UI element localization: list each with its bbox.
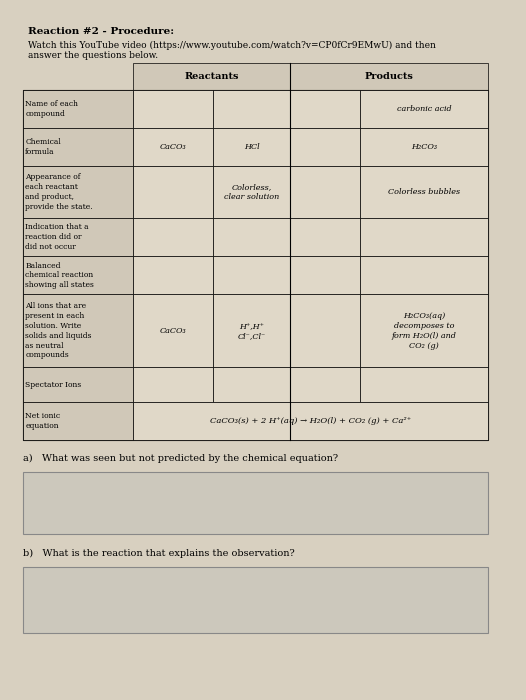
Text: H₂CO₃(aq)
decomposes to
form H₂O(l) and
CO₂ (g): H₂CO₃(aq) decomposes to form H₂O(l) and … [391, 312, 457, 349]
Text: a)   What was seen but not predicted by the chemical equation?: a) What was seen but not predicted by th… [23, 454, 338, 463]
Bar [23, 472, 488, 534]
Text: b)   What is the reaction that explains the observation?: b) What is the reaction that explains th… [23, 550, 295, 559]
Bar [23, 128, 133, 166]
Bar [133, 368, 213, 402]
Text: H⁺,H⁺
Cl⁻,Cl⁻: H⁺,H⁺ Cl⁻,Cl⁻ [237, 322, 266, 340]
Bar [133, 63, 290, 90]
Text: H₂CO₃: H₂CO₃ [411, 143, 437, 151]
Text: Colorless,
clear solution: Colorless, clear solution [224, 183, 279, 201]
Bar [23, 90, 488, 440]
Bar [133, 128, 213, 166]
Text: carbonic acid: carbonic acid [397, 105, 451, 113]
Text: Reaction #2 - Procedure:: Reaction #2 - Procedure: [28, 27, 174, 36]
Bar [133, 295, 213, 368]
Bar [23, 90, 133, 128]
Bar [360, 166, 488, 218]
Bar [213, 90, 290, 128]
Bar [133, 256, 213, 295]
Bar [213, 295, 290, 368]
Bar [213, 368, 290, 402]
Bar [290, 166, 360, 218]
Bar [360, 218, 488, 256]
Text: CaCO₃: CaCO₃ [159, 143, 186, 151]
Text: HCl: HCl [244, 143, 259, 151]
Text: Balanced
chemical reaction
showing all states: Balanced chemical reaction showing all s… [25, 262, 94, 289]
Bar [133, 218, 213, 256]
Bar [23, 166, 133, 218]
Text: CaCO₃(s) + 2 H⁺(aq) → H₂O(l) + CO₂ (g) + Ca²⁺: CaCO₃(s) + 2 H⁺(aq) → H₂O(l) + CO₂ (g) +… [210, 417, 411, 425]
Bar [360, 256, 488, 295]
Bar [23, 295, 133, 368]
Bar [213, 218, 290, 256]
Bar [360, 368, 488, 402]
Text: Products: Products [365, 72, 413, 81]
Bar [290, 128, 360, 166]
Text: Colorless bubbles: Colorless bubbles [388, 188, 460, 196]
Bar [23, 567, 488, 633]
Text: Appearance of
each reactant
and product,
provide the state.: Appearance of each reactant and product,… [25, 174, 93, 211]
Bar [213, 166, 290, 218]
Bar [133, 402, 488, 440]
Text: Name of each
compound: Name of each compound [25, 100, 78, 118]
Bar [23, 368, 133, 402]
Text: Chemical
formula: Chemical formula [25, 138, 61, 156]
Text: Watch this YouTube video (https://www.youtube.com/watch?v=CP0fCr9EMwU) and then
: Watch this YouTube video (https://www.yo… [28, 41, 436, 60]
Bar [290, 295, 360, 368]
Text: Reactants: Reactants [184, 72, 239, 81]
Bar [290, 368, 360, 402]
Text: Spectator Ions: Spectator Ions [25, 381, 82, 388]
Text: Net ionic
equation: Net ionic equation [25, 412, 60, 430]
Bar [213, 128, 290, 166]
Bar [290, 63, 488, 90]
Bar [133, 90, 213, 128]
Text: All ions that are
present in each
solution. Write
solids and liquids
as neutral
: All ions that are present in each soluti… [25, 302, 92, 359]
Bar [360, 295, 488, 368]
Bar [23, 402, 133, 440]
Bar [290, 90, 360, 128]
Bar [360, 90, 488, 128]
Bar [23, 256, 133, 295]
Bar [133, 166, 213, 218]
Bar [360, 128, 488, 166]
Text: CaCO₃: CaCO₃ [159, 327, 186, 335]
Bar [290, 218, 360, 256]
Bar [213, 256, 290, 295]
Text: Indication that a
reaction did or
did not occur: Indication that a reaction did or did no… [25, 223, 89, 251]
Bar [23, 218, 133, 256]
Bar [290, 256, 360, 295]
